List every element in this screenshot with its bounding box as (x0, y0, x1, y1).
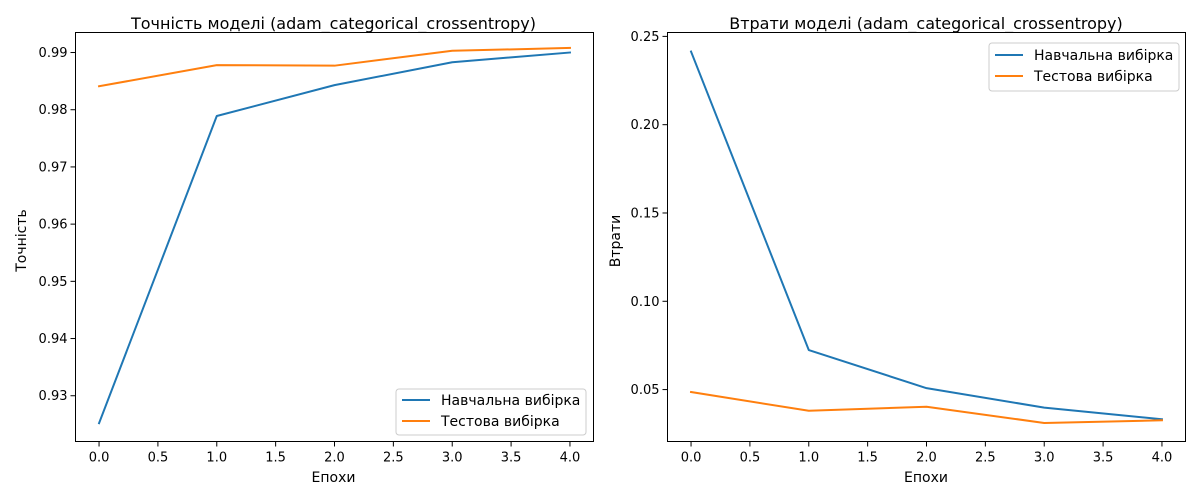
loss-train-series-line (689, 50, 1164, 421)
loss-x-tick-label: 4.0 (1152, 451, 1173, 466)
loss-chart-legend: Навчальна вибірка Тестова вибірка (988, 42, 1180, 92)
accuracy-x-tick-label: 4.0 (560, 451, 581, 466)
loss-y-tick-label: 0.25 (631, 30, 660, 45)
loss-y-tick-label: 0.05 (631, 383, 660, 398)
loss-chart-x-axis-label: Епохи (904, 470, 948, 486)
accuracy-y-tick-label: 0.96 (39, 218, 68, 233)
loss-chart-y-axis-label: Втрати (608, 215, 624, 267)
accuracy-y-tick-label: 0.97 (39, 160, 68, 175)
loss-y-tick-label: 0.20 (631, 118, 660, 133)
loss-x-tick-label: 2.0 (916, 451, 937, 466)
accuracy-chart-title: Точність моделі (adam_categorical_crosse… (130, 14, 536, 34)
loss-chart-title: Втрати моделі (adam_categorical_crossent… (729, 14, 1123, 34)
accuracy-chart-legend: Навчальна вибірка Тестова вибірка (395, 388, 587, 436)
accuracy-x-tick-label: 0.5 (148, 451, 169, 466)
accuracy-y-tick-label: 0.94 (39, 332, 68, 347)
accuracy-y-tick-label: 0.99 (39, 46, 68, 61)
accuracy-x-tick-label: 3.0 (442, 451, 463, 466)
accuracy-x-tick-label: 0.0 (89, 451, 110, 466)
loss-x-tick-label: 0.0 (681, 451, 702, 466)
loss-test-series-line (689, 390, 1163, 424)
loss-chart-lines (689, 50, 1164, 424)
accuracy-test-series-line (97, 46, 571, 88)
accuracy-chart-x-axis-label: Епохи (312, 470, 356, 486)
accuracy-chart-plot-frame (75, 32, 594, 442)
loss-legend-train-label: Навчальна вибірка (1034, 48, 1173, 64)
loss-chart-ticks: 0.0 0.5 1.0 1.5 2.0 2.5 3.0 3.5 4.0 0.05 0.10 0.15 0… (631, 30, 1173, 466)
accuracy-y-tick-label: 0.93 (39, 389, 68, 404)
loss-y-tick-label: 0.10 (631, 295, 660, 310)
accuracy-chart-lines (97, 46, 572, 425)
loss-y-tick-label: 0.15 (631, 206, 660, 221)
accuracy-legend-test-label: Тестова вибірка (440, 414, 560, 430)
loss-x-tick-label: 3.0 (1034, 451, 1055, 466)
accuracy-x-tick-label: 1.0 (206, 451, 227, 466)
accuracy-chart-y-axis-label: Точність (14, 209, 30, 273)
accuracy-chart-legend-box (395, 388, 587, 436)
loss-x-tick-label: 0.5 (740, 451, 761, 466)
accuracy-x-tick-label: 2.5 (383, 451, 404, 466)
loss-legend-test-label: Тестова вибірка (1033, 69, 1153, 85)
loss-x-tick-label: 1.0 (798, 451, 819, 466)
loss-chart: Втрати моделі (adam_categorical_crossent… (608, 14, 1186, 486)
accuracy-x-tick-label: 1.5 (265, 451, 286, 466)
accuracy-legend-train-label: Навчальна вибірка (441, 393, 580, 409)
accuracy-x-tick-label: 3.5 (501, 451, 522, 466)
accuracy-y-tick-label: 0.95 (39, 275, 68, 290)
loss-chart-plot-frame (667, 32, 1186, 442)
loss-x-tick-label: 3.5 (1093, 451, 1114, 466)
loss-x-tick-label: 1.5 (857, 451, 878, 466)
accuracy-train-series-line (97, 51, 572, 425)
accuracy-y-tick-label: 0.98 (39, 103, 68, 118)
accuracy-x-tick-label: 2.0 (324, 451, 345, 466)
accuracy-chart: Точність моделі (adam_categorical_crosse… (14, 14, 594, 486)
accuracy-chart-ticks: 0.0 0.5 1.0 1.5 2.0 2.5 3.0 3.5 4.0 0.93 0.94 0.95 0… (39, 46, 581, 465)
loss-x-tick-label: 2.5 (975, 451, 996, 466)
loss-chart-legend-box (988, 42, 1180, 92)
